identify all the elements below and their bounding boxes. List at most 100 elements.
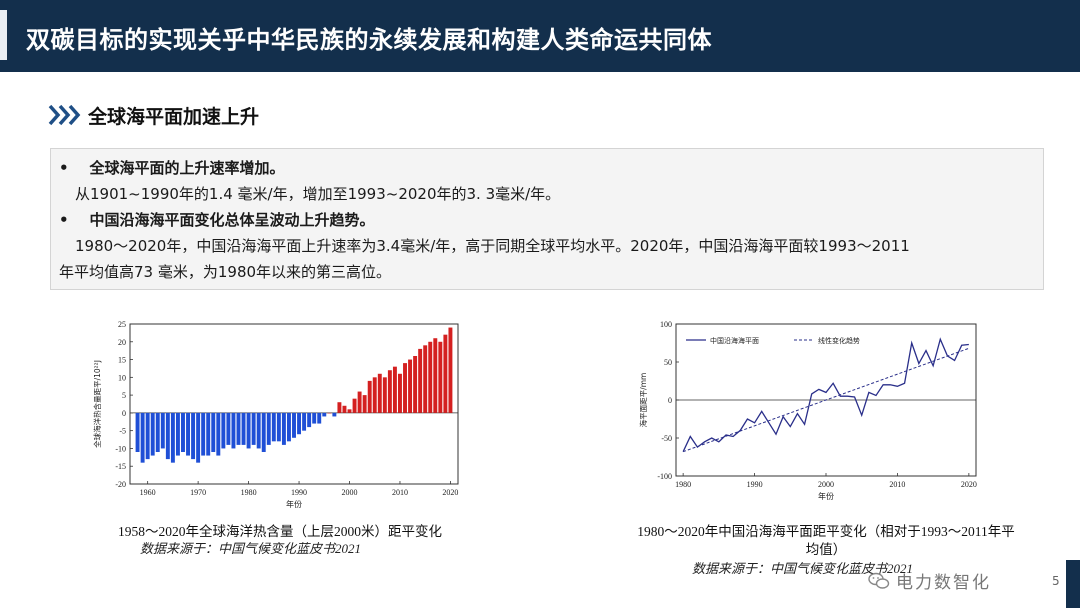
bar-1998 — [337, 402, 342, 413]
right-source: 数据来源于：中国气候变化蓝皮书2021 — [692, 561, 914, 576]
bar-2004 — [367, 380, 372, 413]
bar-1983 — [261, 412, 266, 452]
bar-2011 — [403, 363, 407, 413]
y-axis-label: 全球海洋热含量距平/10²²J — [92, 360, 102, 448]
bar-1974 — [216, 412, 221, 456]
bar-1977 — [231, 412, 236, 449]
bar-2003 — [362, 395, 367, 413]
bar-1980 — [246, 412, 251, 449]
bar-1976 — [226, 412, 231, 445]
series-line-1 — [682, 347, 970, 453]
y-tick-label: -100 — [657, 472, 672, 481]
bar-1989 — [292, 412, 296, 438]
bar-2007 — [382, 377, 387, 413]
x-tick-label: 1960 — [140, 488, 156, 497]
bar-2016 — [428, 341, 433, 413]
x-tick-label: 2010 — [889, 480, 905, 489]
bullet-heading-2: • 中国沿海海平面变化总体呈波动上升趋势。 — [59, 211, 375, 229]
bullet-heading-2-text: 中国沿海海平面变化总体呈波动上升趋势。 — [89, 211, 375, 229]
y-tick-label: -10 — [115, 444, 126, 453]
bar-1967 — [181, 412, 185, 452]
x-tick-label: 2000 — [342, 488, 358, 497]
x-tick-label: 1980 — [241, 488, 257, 497]
corner-decoration — [1066, 560, 1080, 608]
x-tick-label: 1970 — [190, 488, 206, 497]
bar-1978 — [236, 412, 241, 445]
bar-2000 — [347, 409, 352, 413]
bar-1997 — [332, 412, 337, 417]
chevron-right-icon — [48, 104, 81, 126]
series-line-0 — [682, 337, 969, 452]
legend-label-1: 线性变化趋势 — [818, 336, 860, 345]
bar-1969 — [191, 412, 196, 460]
right-caption-line1: 1980～2020年中国沿海海平面距平变化（相对于1993～2011年平 — [637, 524, 1015, 539]
bar-2012 — [408, 359, 413, 413]
y-tick-label: 10 — [118, 373, 126, 382]
bar-2020 — [448, 327, 453, 413]
bar-2018 — [438, 341, 443, 413]
x-tick-label: 1990 — [291, 488, 307, 497]
bar-1987 — [281, 412, 286, 445]
bar-1970 — [196, 412, 201, 463]
legend-label-0: 中国沿海海平面 — [710, 336, 759, 345]
y-tick-label: -5 — [119, 427, 126, 436]
bar-1993 — [312, 412, 317, 424]
bar-2019 — [443, 334, 448, 413]
bar-1984 — [266, 412, 271, 445]
page-title: 双碳目标的实现关乎中华民族的永续发展和构建人类命运共同体 — [26, 26, 712, 54]
bar-1985 — [271, 412, 276, 442]
bar-2006 — [377, 373, 382, 413]
watermark: 电力数智化 — [868, 568, 991, 593]
content-box: • 全球海平面的上升速率增加。 从1901~1990年的1.4 毫米/年，增加至… — [50, 148, 1044, 290]
bar-1968 — [186, 412, 190, 456]
page-number: 5 — [1052, 574, 1060, 588]
left-source: 数据来源于：中国气候变化蓝皮书2021 — [140, 541, 362, 556]
bar-2014 — [418, 348, 423, 413]
bar-1958 — [135, 412, 140, 452]
ocean-heat-bar-chart: -20 -15 -10 -5 0 5 10 15 20 25 1960 1970 1980 1990 200… — [92, 320, 459, 509]
y-tick-label: -50 — [661, 434, 672, 443]
y-tick-label: -20 — [115, 480, 126, 489]
section-heading: 全球海平面加速上升 — [48, 100, 259, 130]
bar-1995 — [322, 412, 327, 417]
bar-2013 — [413, 356, 418, 413]
y-tick-label: 100 — [660, 320, 672, 329]
x-axis-label: 年份 — [818, 491, 834, 501]
bar-2010 — [398, 373, 402, 413]
bullet-text-2-line1: 1980～2020年，中国沿海海平面上升速率为3.4毫米/年，高于同期全球平均水… — [75, 237, 910, 255]
x-tick-label: 2000 — [818, 480, 834, 489]
bullet-text-2-line2: 年平均值高73 毫米，为1980年以来的第三高位。 — [59, 263, 392, 281]
header-bar: 双碳目标的实现关乎中华民族的永续发展和构建人类命运共同体 — [0, 0, 1080, 72]
x-tick-label: 1990 — [747, 480, 763, 489]
bar-2005 — [372, 377, 377, 413]
y-axis-label: 海平面距平/mm — [638, 373, 648, 428]
bar-1959 — [140, 412, 145, 463]
bar-2015 — [423, 345, 428, 413]
x-tick-label: 2010 — [392, 488, 408, 497]
bar-1961 — [150, 412, 155, 456]
bullet-heading-1-text: 全球海平面的上升速率增加。 — [89, 159, 285, 177]
x-axis-label: 年份 — [286, 499, 302, 509]
bar-1986 — [276, 412, 281, 442]
bar-1982 — [256, 412, 261, 449]
bar-1992 — [307, 412, 312, 428]
x-tick-label: 1980 — [675, 480, 691, 489]
y-tick-label: 50 — [664, 358, 672, 367]
bar-2001 — [352, 398, 357, 413]
y-tick-label: -15 — [115, 462, 126, 471]
y-tick-label: 20 — [118, 338, 126, 347]
bar-1996 — [327, 412, 332, 414]
y-tick-label: 15 — [118, 356, 126, 365]
bar-1962 — [155, 412, 160, 452]
plot-frame — [129, 323, 459, 485]
bullet-text-1: 从1901~1990年的1.4 毫米/年，增加至1993~2020年的3. 3毫… — [75, 185, 561, 203]
bar-1973 — [211, 412, 216, 452]
y-tick-label: 5 — [122, 391, 126, 400]
bar-1990 — [297, 412, 302, 435]
bar-2009 — [392, 366, 397, 413]
bar-1965 — [170, 412, 175, 463]
bar-1988 — [286, 412, 291, 442]
sea-level-line-chart: -100 -50 0 50 100 1980 1990 2000 2010 2020 年份 海平面距平… — [638, 320, 977, 501]
bar-1975 — [221, 412, 226, 449]
bar-1991 — [302, 412, 307, 431]
